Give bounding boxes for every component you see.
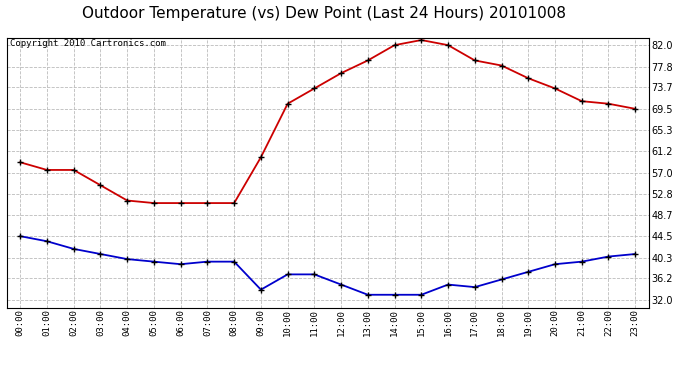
Text: Outdoor Temperature (vs) Dew Point (Last 24 Hours) 20101008: Outdoor Temperature (vs) Dew Point (Last…	[82, 6, 566, 21]
Text: Copyright 2010 Cartronics.com: Copyright 2010 Cartronics.com	[10, 39, 166, 48]
